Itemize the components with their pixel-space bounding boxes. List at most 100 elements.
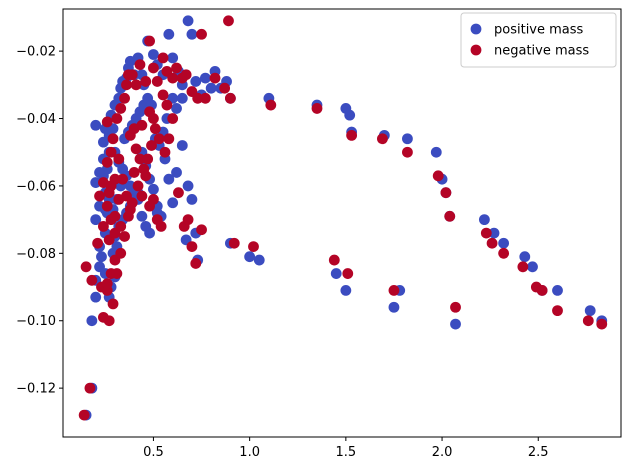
data-point: [117, 173, 129, 185]
data-point: [107, 298, 119, 310]
data-point: [144, 227, 155, 239]
data-point: [130, 143, 142, 155]
data-point: [596, 318, 608, 330]
data-point: [148, 62, 159, 74]
data-point: [182, 214, 194, 226]
data-point: [159, 146, 171, 158]
data-point: [182, 180, 194, 192]
data-point: [444, 210, 456, 222]
data-point: [113, 153, 125, 165]
data-point: [84, 382, 96, 394]
data-point: [311, 103, 323, 114]
data-point: [140, 76, 152, 87]
data-point: [121, 79, 132, 91]
data-point: [80, 261, 92, 273]
data-point: [155, 220, 167, 232]
data-point: [167, 113, 179, 124]
x-tick-label: 1.5: [336, 445, 357, 460]
data-point: [219, 82, 231, 94]
data-point: [130, 79, 142, 91]
data-point: [552, 305, 563, 317]
legend-label: negative mass: [494, 44, 589, 59]
data-point: [344, 109, 356, 121]
series-negative-mass: [78, 15, 608, 421]
data-point: [440, 187, 452, 199]
data-point: [109, 210, 121, 222]
data-point: [199, 72, 211, 84]
data-point: [167, 52, 179, 64]
data-point: [113, 194, 125, 205]
data-point: [115, 247, 127, 259]
data-point: [90, 177, 102, 188]
y-tick-label: −0.06: [16, 179, 56, 194]
data-point: [146, 140, 157, 151]
data-point: [450, 318, 461, 330]
data-point: [148, 183, 159, 195]
data-point: [151, 76, 163, 87]
data-point: [498, 247, 510, 259]
data-point: [346, 129, 358, 141]
data-point: [265, 99, 277, 111]
data-point: [517, 261, 529, 273]
data-point: [126, 69, 138, 81]
data-point: [176, 92, 188, 104]
data-point: [157, 52, 169, 64]
data-point: [171, 103, 182, 114]
data-point: [86, 315, 98, 327]
data-point: [402, 133, 413, 145]
data-point: [223, 15, 234, 27]
data-point: [101, 156, 113, 168]
data-point: [163, 173, 175, 185]
data-point: [101, 116, 113, 128]
data-point: [103, 187, 115, 199]
data-point: [402, 146, 413, 158]
data-point: [111, 268, 123, 279]
data-point: [171, 167, 182, 178]
data-point: [136, 190, 148, 202]
data-point: [138, 163, 150, 175]
data-point: [148, 113, 159, 124]
data-point: [186, 28, 198, 40]
legend: positive mass negative mass: [460, 12, 617, 68]
x-tick-label: 0.5: [143, 445, 164, 460]
y-tick-label: −0.12: [16, 382, 56, 397]
data-point: [153, 133, 165, 145]
data-point: [190, 258, 202, 269]
data-point: [192, 92, 204, 104]
y-tick-label: −0.10: [16, 314, 56, 329]
data-point: [388, 285, 400, 296]
legend-marker: [470, 23, 482, 35]
data-point: [126, 197, 138, 209]
data-point: [244, 251, 256, 263]
x-tick-label: 1.0: [239, 445, 260, 460]
data-point: [90, 291, 102, 303]
data-point: [377, 133, 388, 145]
data-point: [132, 180, 144, 192]
data-point: [498, 237, 510, 249]
data-point: [182, 15, 194, 27]
plot-area: [78, 15, 608, 421]
data-point: [149, 123, 161, 135]
data-point: [115, 220, 127, 232]
axes-frame: [62, 8, 622, 438]
data-point: [488, 227, 500, 239]
data-point: [163, 133, 175, 145]
legend-box: [460, 12, 617, 68]
legend-marker: [470, 44, 482, 56]
data-point: [190, 76, 202, 87]
data-point: [136, 119, 148, 131]
data-point: [119, 92, 130, 104]
data-point: [101, 200, 113, 212]
y-tick-label: −0.08: [16, 247, 56, 262]
data-point: [171, 62, 182, 74]
data-point: [519, 251, 531, 263]
data-point: [136, 210, 148, 222]
data-point: [486, 237, 498, 249]
data-point: [90, 119, 102, 131]
legend-label: positive mass: [494, 23, 584, 38]
data-point: [142, 153, 154, 165]
data-point: [253, 254, 265, 266]
data-point: [78, 409, 90, 421]
